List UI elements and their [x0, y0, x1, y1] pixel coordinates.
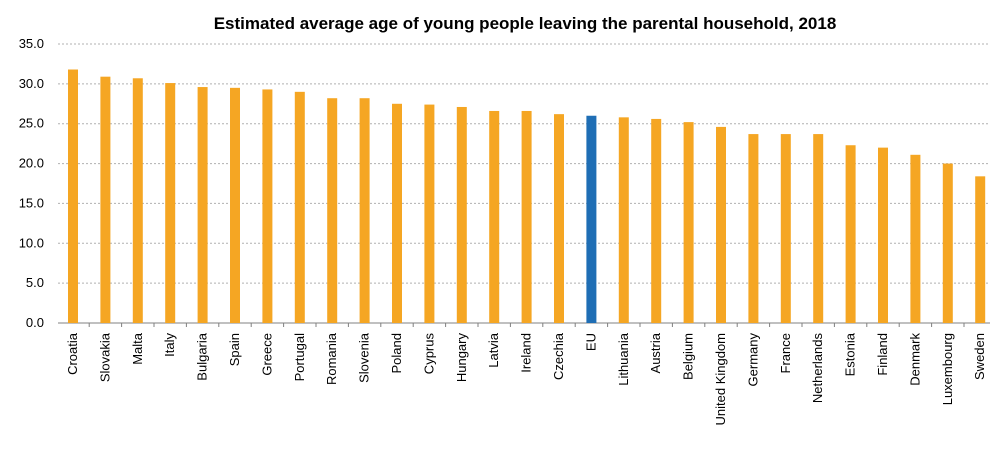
category-label: Finland: [875, 333, 890, 376]
category-label: Spain: [227, 333, 242, 366]
bar-estonia: [845, 145, 856, 323]
bar-ireland: [521, 110, 532, 324]
bar-finland: [878, 147, 888, 323]
category-label: Greece: [259, 333, 274, 376]
category-label: Lithuania: [616, 332, 631, 386]
y-tick-label: 10.0: [19, 235, 44, 250]
category-label: Cyprus: [421, 333, 436, 375]
bar-bulgaria: [197, 87, 208, 323]
bar-netherlands: [813, 134, 824, 323]
bar-united-kingdom: [716, 126, 726, 323]
bar-poland: [392, 103, 402, 324]
category-label: Netherlands: [810, 333, 825, 404]
bar-latvia: [489, 110, 500, 324]
bar-eu: [586, 115, 597, 323]
category-label: Croatia: [65, 332, 80, 375]
category-label: Czechia: [551, 332, 566, 380]
bar-spain: [230, 87, 240, 323]
y-tick-label: 15.0: [19, 195, 44, 210]
bar-belgium: [683, 122, 694, 324]
bar-sweden: [975, 176, 986, 323]
y-tick-label: 30.0: [19, 76, 44, 91]
bar-slovenia: [359, 98, 370, 323]
category-label: Germany: [745, 333, 760, 387]
y-tick-label: 20.0: [19, 156, 44, 171]
y-tick-label: 25.0: [19, 116, 44, 131]
bar-cyprus: [424, 104, 435, 323]
y-tick-label: 0.0: [26, 315, 44, 330]
category-label: Denmark: [907, 333, 922, 386]
y-tick-label: 5.0: [26, 275, 44, 290]
category-label: Estonia: [843, 332, 858, 376]
bar-malta: [132, 78, 143, 323]
category-label: France: [778, 333, 793, 373]
category-label: Latvia: [486, 332, 501, 367]
category-label: Luxembourg: [940, 333, 955, 405]
chart-title: Estimated average age of young people le…: [213, 14, 837, 33]
bar-italy: [165, 83, 176, 323]
category-label: Sweden: [972, 333, 987, 380]
y-tick-label: 35.0: [19, 36, 44, 51]
bar-portugal: [294, 91, 305, 323]
bar-austria: [651, 118, 662, 323]
bar-denmark: [910, 154, 921, 323]
bar-germany: [748, 134, 759, 323]
category-label: Austria: [648, 332, 663, 373]
bar-greece: [262, 89, 273, 324]
bar-czechia: [554, 114, 564, 323]
category-label: Poland: [389, 333, 404, 373]
category-label: United Kingdom: [713, 333, 728, 426]
category-label: Bulgaria: [195, 332, 210, 380]
category-label: Portugal: [292, 333, 307, 382]
bar-slovakia: [100, 76, 111, 323]
bar-croatia: [68, 69, 78, 323]
bar-lithuania: [618, 117, 629, 323]
category-label: Hungary: [454, 333, 469, 383]
category-label: Italy: [162, 333, 177, 357]
category-label: EU: [583, 333, 598, 351]
bar-romania: [327, 98, 338, 323]
category-label: Belgium: [681, 333, 696, 380]
category-label: Slovakia: [97, 332, 112, 382]
bar-hungary: [456, 106, 467, 323]
category-label: Slovenia: [357, 332, 372, 383]
bar-luxembourg: [942, 163, 953, 323]
category-label: Malta: [130, 332, 145, 365]
category-label: Romania: [324, 332, 339, 385]
bar-france: [780, 134, 791, 323]
category-label: Ireland: [519, 333, 534, 373]
